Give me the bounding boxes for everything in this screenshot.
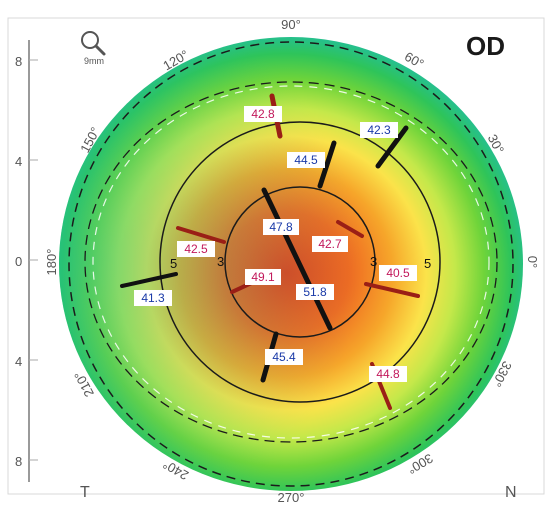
temporal-label: T (80, 484, 90, 501)
zone-number: 3 (217, 254, 224, 269)
reading-label: 44.5 (294, 153, 318, 167)
reading-label: 45.4 (272, 350, 296, 364)
axis-label: 90° (281, 17, 301, 32)
meridian-marker (375, 125, 409, 169)
reading-label: 42.5 (184, 242, 208, 256)
reading-label: 51.8 (303, 285, 327, 299)
reading-label: 42.7 (318, 237, 342, 251)
zone-circle-5mm (159, 121, 441, 403)
zone-circle-3mm (224, 186, 376, 338)
meridian-marker (336, 220, 364, 238)
zoom-magnifier-icon[interactable]: 9mm (81, 31, 106, 66)
y-scale-label: 0 (15, 254, 22, 269)
y-scale-label: 4 (15, 154, 22, 169)
y-scale-label: 4 (15, 354, 22, 369)
dashed-ring-outer (68, 41, 514, 487)
y-scale-label: 8 (15, 454, 22, 469)
zone-number: 3 (370, 254, 377, 269)
dashed-ring-inner (84, 81, 498, 443)
reading-label: 41.3 (141, 291, 165, 305)
reading-label: 44.8 (376, 367, 400, 381)
axis-label: 180° (44, 249, 59, 276)
eye-label: OD (466, 31, 505, 61)
y-scale-label: 8 (15, 54, 22, 69)
meridian-marker (317, 140, 337, 189)
reading-label: 42.8 (251, 107, 275, 121)
meridian-marker (364, 282, 420, 298)
meridian-marker (176, 226, 226, 244)
reading-label: 47.8 (269, 220, 293, 234)
reading-label: 40.5 (386, 266, 410, 280)
axis-label: 0° (525, 256, 540, 268)
axis-label: 270° (278, 490, 305, 505)
zone-number: 5 (170, 256, 177, 271)
nasal-label: N (505, 484, 517, 501)
zoom-label: 9mm (84, 56, 104, 66)
meridian-marker (120, 272, 178, 288)
meridian-marker (261, 187, 333, 331)
reading-label: 49.1 (251, 270, 275, 284)
zone-number: 5 (424, 256, 431, 271)
reading-label: 42.3 (367, 123, 391, 137)
